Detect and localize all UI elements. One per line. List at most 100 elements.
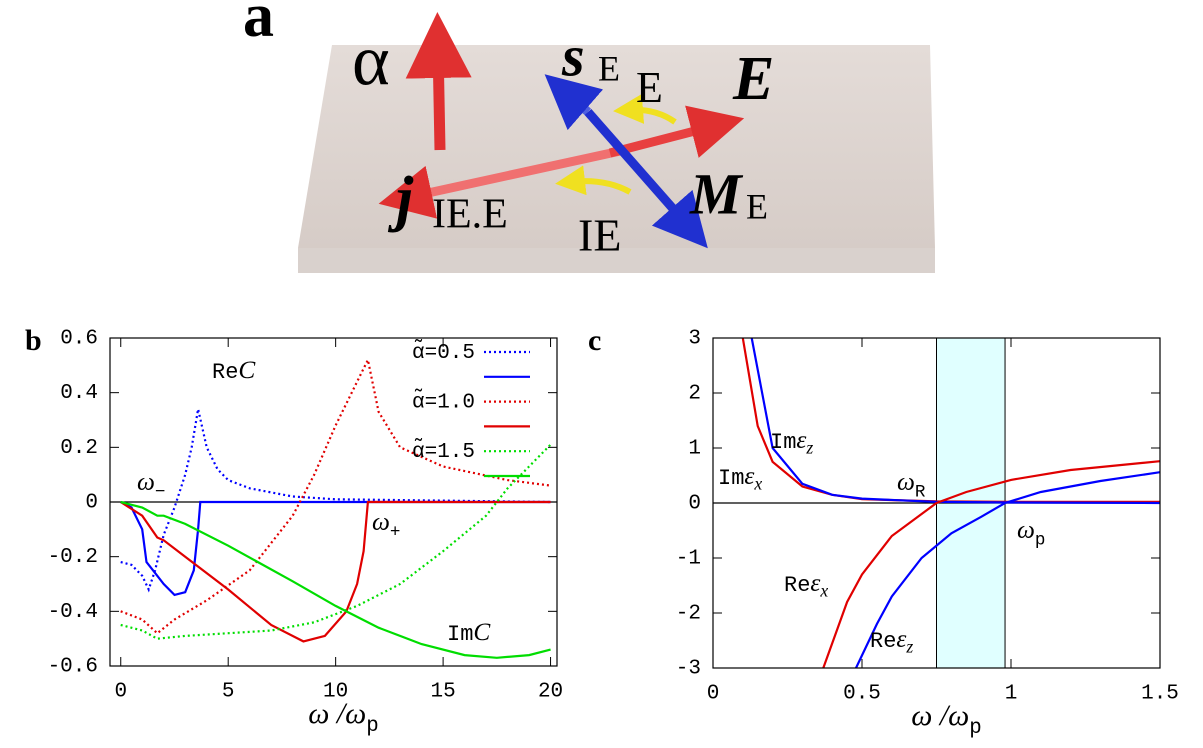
m-arrow	[584, 109, 708, 249]
legend-text: α̃=1.0	[412, 388, 475, 414]
illustration-label: M	[689, 161, 744, 226]
illustration-label: IE	[578, 210, 621, 261]
annotation-part: ε	[896, 625, 906, 653]
annotation: ω−	[137, 468, 165, 503]
illustration-label: E	[598, 48, 620, 88]
y-tick-label: -3	[676, 658, 701, 681]
x-tick-label: 5	[222, 681, 235, 704]
annotation-part: p	[1035, 530, 1046, 550]
annotation-part: ω	[137, 468, 155, 496]
annotation-part: −	[155, 482, 166, 502]
x-tick-label: 10	[323, 681, 348, 704]
annotation-part: ω	[911, 699, 932, 732]
annotation-part: ε	[796, 426, 806, 454]
annotation-part: ε	[744, 462, 754, 490]
data-line	[855, 471, 1160, 668]
e-rotation	[613, 93, 677, 125]
illustration-label: IE.E	[432, 192, 508, 238]
y-tick-label: 2	[688, 383, 701, 406]
data-line	[120, 500, 551, 659]
data-line	[120, 356, 551, 635]
x-tick-label: 15	[430, 681, 455, 704]
y-tick-label: -0.6	[48, 656, 98, 679]
illustration-label: E	[636, 63, 663, 112]
alpha-arrow	[405, 12, 472, 151]
x-tick-label: 20	[538, 681, 563, 704]
annotation-part: z	[905, 637, 913, 657]
legend-text: α̃=0.5	[412, 339, 475, 365]
plot-frame	[712, 337, 1161, 669]
y-tick-label: 0.6	[60, 328, 98, 351]
annotation-part: R	[915, 482, 926, 502]
y-tick-label: 0	[85, 492, 98, 515]
annotation-part: C	[473, 618, 491, 646]
y-tick-label: 0.2	[60, 437, 98, 460]
y-tick-label: 3	[688, 328, 701, 351]
illustration-label: s	[561, 23, 585, 88]
data-line	[750, 338, 1160, 505]
x-tick-label: 0	[114, 681, 127, 704]
annotation-part: /ω	[932, 699, 969, 732]
annotation-part: ω	[372, 508, 390, 536]
annotation-part: Re	[784, 573, 810, 598]
annotation: Reεx	[784, 569, 828, 601]
annotation-part: +	[390, 522, 401, 542]
j-arrow	[378, 145, 626, 219]
x-tick-label: 1.5	[1141, 683, 1179, 706]
ie-rotation	[555, 165, 632, 196]
annotation-part: ω	[1017, 516, 1035, 544]
annotation-part: Re	[212, 360, 238, 385]
legend-text: α̃=1.5	[412, 438, 475, 464]
annotation-part: ω	[308, 697, 329, 730]
data-line	[120, 500, 551, 597]
annotation: ωR	[897, 468, 926, 503]
y-tick-label: -0.2	[48, 546, 98, 569]
annotation: ω+	[372, 508, 400, 543]
legend-label: α̃=1.5	[412, 438, 475, 464]
data-line	[120, 500, 551, 643]
annotation-part: ω	[897, 468, 915, 496]
annotation-part: C	[238, 356, 256, 384]
y-tick-label: -1	[676, 548, 701, 571]
y-tick-label: 0.4	[60, 382, 98, 405]
y-tick-label: -0.4	[48, 601, 98, 624]
plot-frame	[109, 337, 558, 667]
annotation: ωp	[1017, 516, 1045, 551]
x-tick-label: 1	[1005, 683, 1018, 706]
annotation: ImC	[447, 618, 491, 647]
y-tick-label: 0	[688, 493, 701, 516]
annotation: Reεz	[870, 625, 913, 657]
annotation-part: x	[753, 474, 762, 494]
annotation-part: Im	[718, 466, 744, 491]
illustration-label: E	[746, 186, 768, 226]
annotation-part: /ω	[329, 697, 366, 730]
panel-label: a	[243, 0, 274, 50]
y-tick-label: -2	[676, 603, 701, 626]
s-arrow	[544, 74, 604, 131]
e-arrow	[608, 105, 745, 158]
panel-label: b	[25, 324, 42, 357]
annotation-part: p	[366, 715, 378, 738]
annotation-part: x	[819, 581, 828, 601]
annotation: Imεz	[770, 426, 813, 458]
y-tick-label: 1	[688, 438, 701, 461]
annotation-part: Im	[447, 622, 473, 647]
data-line	[120, 443, 552, 640]
annotation-part: z	[805, 438, 813, 458]
legend-label: α̃=0.5	[412, 339, 475, 365]
data-line	[120, 408, 551, 593]
data-line	[822, 460, 1160, 668]
annotation-part: Re	[870, 629, 896, 654]
legend-label: α̃=1.0	[412, 388, 475, 414]
panel-label: c	[588, 324, 601, 357]
annotation: ReC	[212, 356, 256, 385]
annotation-part: ε	[810, 569, 820, 597]
illustration: a α s E E Ej IE.E M EIE	[243, 0, 935, 273]
x-tick-label: 0.5	[843, 683, 881, 706]
illustration-label: E	[732, 45, 774, 113]
annotation: ω /ωp	[911, 699, 981, 740]
illustration-label: α	[352, 21, 390, 101]
annotation: ω /ωp	[308, 697, 378, 738]
annotation: Imεx	[718, 462, 762, 494]
